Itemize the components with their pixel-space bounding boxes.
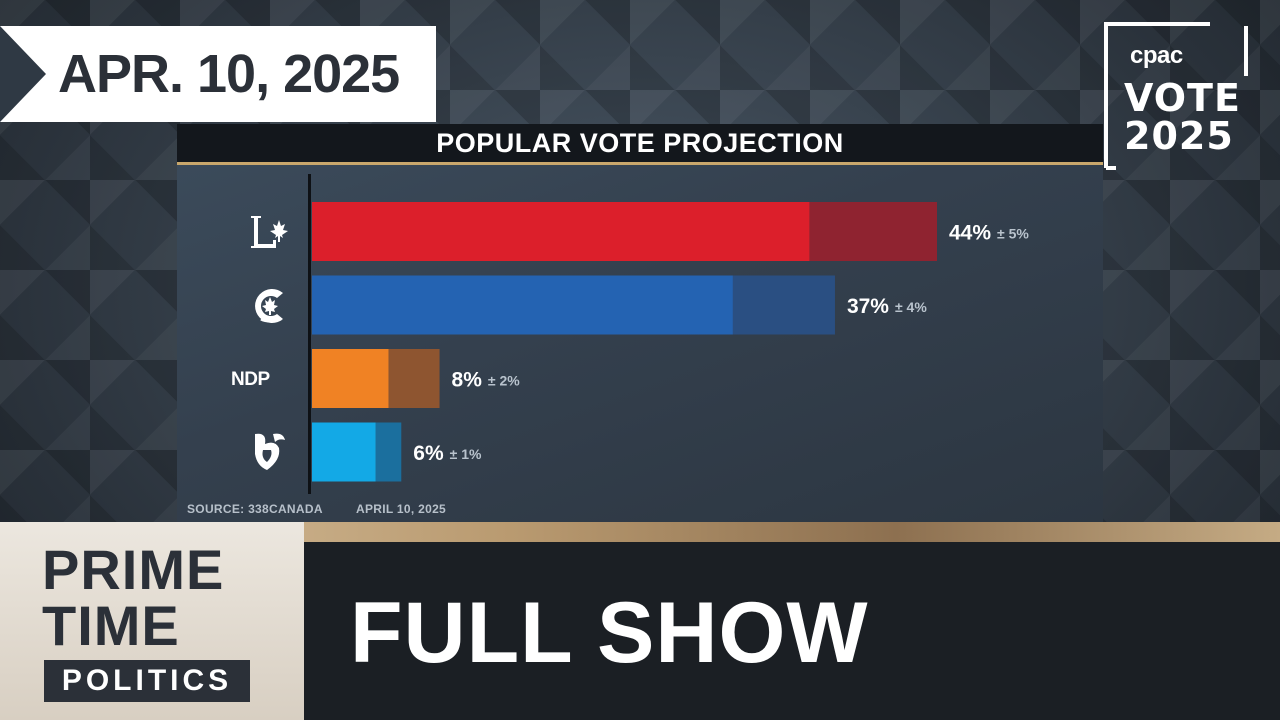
bloc-quebecois-logo-icon xyxy=(255,433,285,470)
logo-frame-icon xyxy=(1104,22,1248,170)
ndp-party-label: NDP xyxy=(231,369,270,390)
bar-conservative xyxy=(312,275,733,335)
margin-label-ndp: ± 2% xyxy=(488,373,520,389)
margin-label-bloc-qu-b-cois: ± 1% xyxy=(450,446,482,462)
date-banner: APR. 10, 2025 xyxy=(0,26,436,122)
value-label-conservative: 37% xyxy=(847,295,889,318)
bar-bloc-qu-b-cois xyxy=(312,422,376,482)
chart-source-date: APRIL 10, 2025 xyxy=(356,502,447,516)
chart-source: SOURCE: 338CANADA xyxy=(187,502,323,516)
bar-margin-ndp xyxy=(388,349,440,408)
episode-title: FULL SHOW xyxy=(350,585,869,681)
bar-chart: 44% ± 5% 37% ± 4% 8% ± 2% 6% ± 1% xyxy=(312,202,1029,482)
show-name-line1: PRIME xyxy=(42,538,225,601)
cpac-vote-logo: cpac VOTE 2025 xyxy=(1100,20,1252,172)
conservative-party-logo-icon xyxy=(255,289,283,323)
bar-margin-conservative xyxy=(732,275,835,335)
logo-year-text: 2025 xyxy=(1124,114,1234,158)
value-label-liberal: 44% xyxy=(949,222,991,245)
bar-liberal xyxy=(312,202,810,261)
bar-margin-liberal xyxy=(809,202,937,261)
cpac-brand: cpac xyxy=(1130,42,1183,69)
chart-header: POPULAR VOTE PROJECTION xyxy=(177,124,1103,165)
bar-ndp xyxy=(312,349,389,408)
value-label-bloc-qu-b-cois: 6% xyxy=(413,442,444,465)
liberal-party-logo-icon xyxy=(251,216,288,248)
chart-panel: POPULAR VOTE PROJECTION 44% ± 5% 37% ± 4% 8%… xyxy=(177,124,1103,522)
show-name-line2: TIME xyxy=(42,594,180,657)
margin-label-conservative: ± 4% xyxy=(895,299,927,315)
lower-third-accent xyxy=(0,522,1280,542)
show-name-line3: POLITICS xyxy=(44,660,250,702)
date-text: APR. 10, 2025 xyxy=(58,44,400,104)
bar-margin-bloc-qu-b-cois xyxy=(375,422,402,482)
chart-title: POPULAR VOTE PROJECTION xyxy=(436,128,844,158)
chart-axis-line xyxy=(308,174,311,494)
logo-vote-text: VOTE xyxy=(1124,76,1241,120)
value-label-ndp: 8% xyxy=(452,369,483,392)
margin-label-liberal: ± 5% xyxy=(997,226,1029,242)
